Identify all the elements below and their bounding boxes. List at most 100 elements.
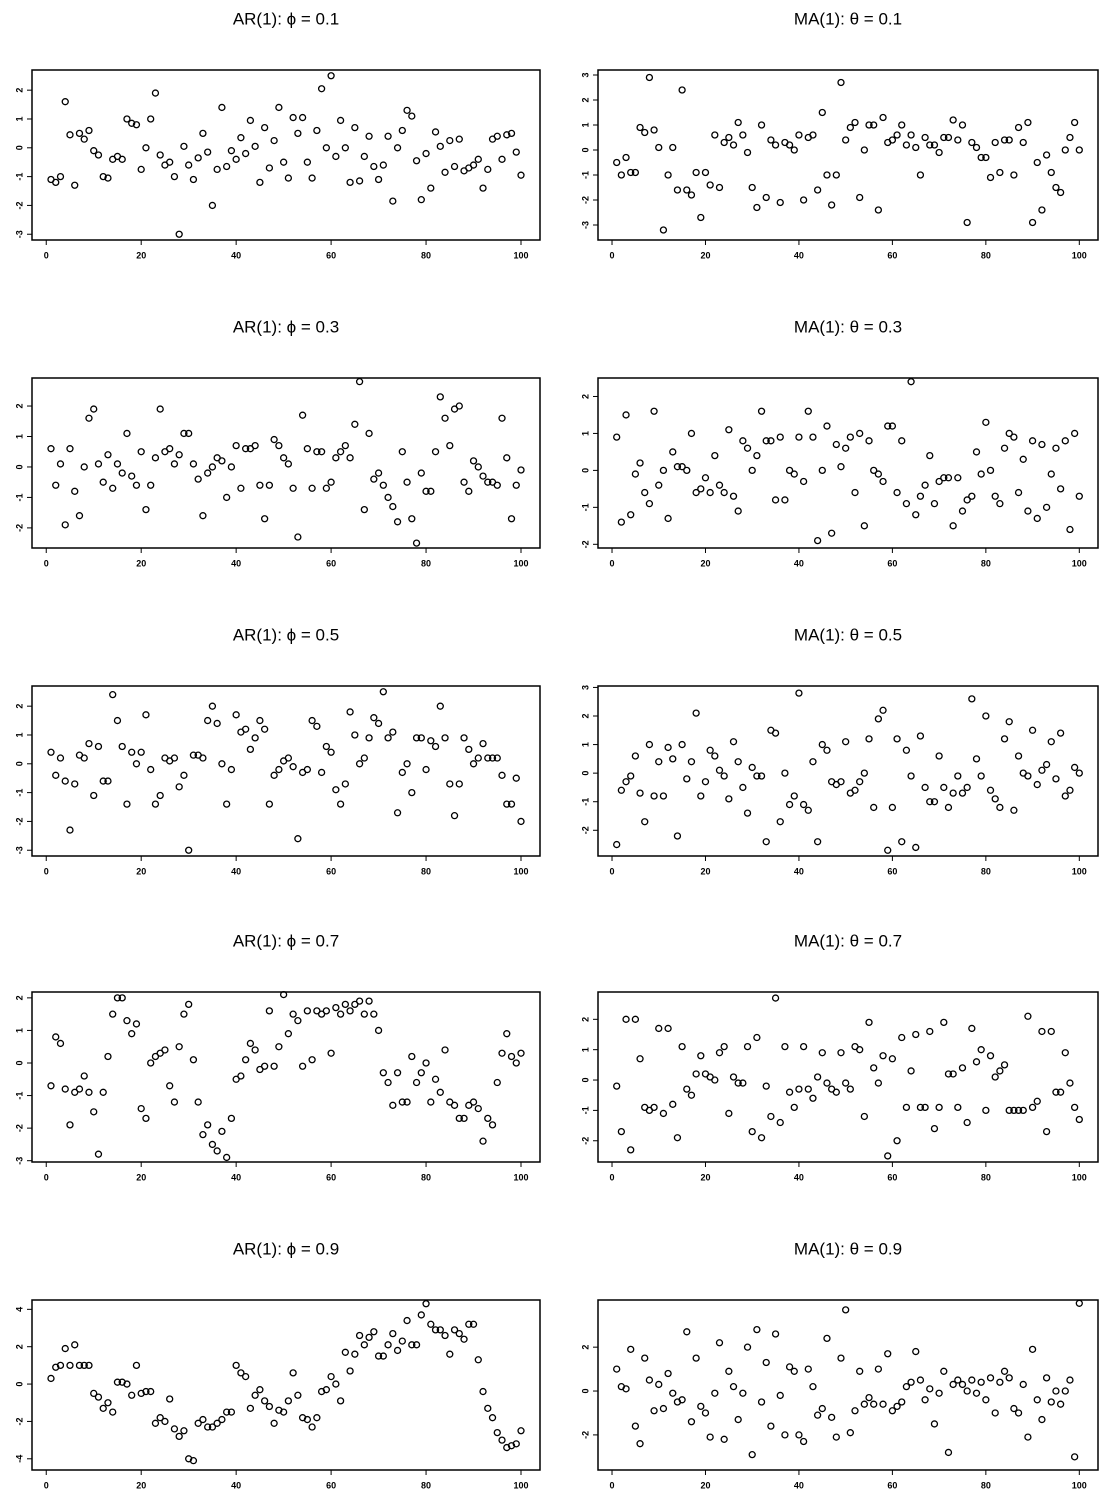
plot-frame (597, 377, 1099, 549)
point (389, 197, 397, 205)
point (795, 1085, 803, 1093)
point (189, 1056, 198, 1064)
point (944, 1448, 953, 1457)
point (427, 1320, 435, 1328)
point (175, 783, 183, 791)
point (398, 1337, 406, 1345)
point (223, 493, 231, 502)
point (916, 171, 925, 179)
point (180, 142, 188, 151)
point (175, 451, 183, 459)
point (916, 1376, 925, 1384)
point (921, 481, 929, 489)
point (427, 487, 435, 495)
point (1070, 1453, 1079, 1461)
point (1019, 1106, 1027, 1115)
point (856, 193, 864, 202)
point (512, 774, 520, 782)
point (837, 1049, 845, 1057)
point (270, 771, 278, 779)
point (484, 1404, 492, 1413)
point (669, 755, 677, 763)
point (879, 706, 887, 714)
point (185, 1000, 193, 1009)
point (701, 168, 710, 177)
point (949, 789, 957, 797)
point (237, 1072, 245, 1080)
point (641, 1354, 649, 1362)
point (199, 512, 207, 520)
point (762, 437, 770, 445)
point (977, 772, 985, 780)
point (104, 174, 112, 182)
point (189, 175, 198, 184)
point (398, 1098, 406, 1106)
point (1033, 158, 1041, 167)
point (441, 414, 449, 422)
point (991, 1073, 999, 1081)
x-tick-label: 20 (136, 250, 146, 260)
point (85, 1088, 93, 1096)
point (940, 133, 948, 142)
point (1019, 138, 1027, 147)
point (132, 481, 141, 489)
point (645, 73, 654, 82)
point (636, 459, 644, 467)
point (227, 147, 236, 155)
point (669, 143, 677, 152)
point (341, 144, 349, 152)
point (279, 158, 288, 166)
point (460, 1335, 468, 1343)
point (935, 1389, 943, 1397)
point (479, 739, 487, 748)
point (785, 1363, 794, 1371)
point (99, 1404, 107, 1413)
point (912, 1347, 920, 1356)
x-tick-label: 100 (1072, 558, 1087, 568)
point (260, 1397, 269, 1405)
point (1061, 1387, 1069, 1395)
point (284, 1397, 293, 1405)
point (865, 735, 873, 743)
point (771, 496, 780, 504)
point (99, 172, 107, 181)
point (412, 1341, 421, 1349)
point (151, 800, 160, 808)
point (799, 1437, 808, 1446)
point (734, 1079, 742, 1087)
point (827, 529, 836, 537)
point (926, 451, 934, 460)
point (479, 184, 487, 192)
y-tick-label: -2 (580, 1431, 590, 1439)
point (879, 1400, 887, 1408)
point (474, 155, 482, 163)
x-tick-label: 0 (44, 558, 49, 568)
point (757, 407, 766, 415)
point (332, 152, 340, 161)
point (260, 725, 269, 733)
point (85, 414, 93, 422)
point (972, 755, 981, 763)
point (968, 492, 976, 500)
point (977, 470, 985, 478)
point (1066, 786, 1074, 794)
point (1052, 1387, 1060, 1395)
point (384, 1078, 392, 1087)
point (498, 1436, 506, 1444)
point (498, 771, 506, 779)
y-tick-label: 0 (580, 468, 590, 473)
point (1042, 151, 1051, 159)
point (954, 1376, 962, 1384)
point (940, 1367, 948, 1375)
y-tick-label: -2 (14, 1124, 24, 1132)
point (351, 1350, 359, 1358)
point (893, 131, 901, 139)
point (109, 484, 117, 492)
point (809, 758, 817, 766)
point (655, 758, 663, 766)
y-tick-label: -1 (580, 171, 590, 179)
point (790, 1367, 798, 1375)
point (56, 1361, 65, 1370)
point (1056, 1400, 1065, 1408)
point (673, 186, 682, 194)
